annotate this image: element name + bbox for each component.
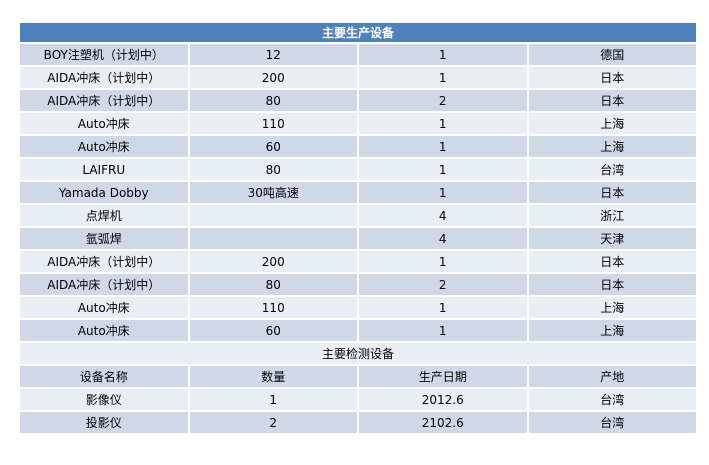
- table-cell: 1: [357, 249, 529, 274]
- table-cell: 设备名称: [18, 364, 190, 389]
- table-cell: 上海: [526, 295, 698, 320]
- table-cell: 80: [187, 157, 359, 182]
- table-row: AIDA冲床（计划中） 200 1 日本: [18, 65, 698, 90]
- table-cell: 2: [357, 272, 529, 297]
- table-cell: 日本: [526, 180, 698, 205]
- table-cell: 台湾: [526, 410, 698, 435]
- table-cell: 200: [187, 249, 359, 274]
- table-cell: 日本: [526, 272, 698, 297]
- table-cell: AIDA冲床（计划中）: [18, 249, 190, 274]
- table-cell: 2: [187, 410, 359, 435]
- table-row: BOY注塑机（计划中） 12 1 德国: [18, 42, 698, 67]
- table-cell: 60: [187, 318, 359, 343]
- table-cell: 日本: [526, 249, 698, 274]
- table-cell: 1: [357, 295, 529, 320]
- table-row: Auto冲床 110 1 上海: [18, 295, 698, 320]
- table-cell: 110: [187, 111, 359, 136]
- table-cell: 投影仪: [18, 410, 190, 435]
- table-cell: 影像仪: [18, 387, 190, 412]
- table-cell: AIDA冲床（计划中）: [18, 272, 190, 297]
- table-row: AIDA冲床（计划中） 80 2 日本: [18, 88, 698, 113]
- table-row: 投影仪 2 2102.6 台湾: [18, 410, 698, 435]
- table-cell: 点焊机: [18, 203, 190, 228]
- table-cell: Auto冲床: [18, 318, 190, 343]
- table-cell: [187, 226, 359, 251]
- table-row: 点焊机 4 浙江: [18, 203, 698, 228]
- table-cell: 30吨高速: [187, 180, 359, 205]
- table-cell: Auto冲床: [18, 134, 190, 159]
- table-cell: 台湾: [526, 157, 698, 182]
- table-cell: 80: [187, 88, 359, 113]
- table-cell: Auto冲床: [18, 111, 190, 136]
- table-cell: 上海: [526, 318, 698, 343]
- table-cell: 4: [357, 226, 529, 251]
- table-cell: 2102.6: [357, 410, 529, 435]
- table-cell: 1: [357, 318, 529, 343]
- table-cell: 200: [187, 65, 359, 90]
- table-cell: AIDA冲床（计划中）: [18, 65, 190, 90]
- table-cell: 1: [357, 42, 529, 67]
- equipment-table: 主要生产设备 BOY注塑机（计划中） 12 1 德国 AIDA冲床（计划中） 200 1 日本…: [18, 21, 698, 435]
- table-cell: 上海: [526, 111, 698, 136]
- table-row: AIDA冲床（计划中） 80 2 日本: [18, 272, 698, 297]
- table-cell: Auto冲床: [18, 295, 190, 320]
- table-cell: 1: [357, 111, 529, 136]
- table-cell: 产地: [526, 364, 698, 389]
- table-row: Auto冲床 60 1 上海: [18, 134, 698, 159]
- section-title-row: 主要检测设备: [18, 341, 698, 366]
- table-row: Yamada Dobby 30吨高速 1 日本: [18, 180, 698, 205]
- table-cell: BOY注塑机（计划中）: [18, 42, 190, 67]
- table-cell: Yamada Dobby: [18, 180, 190, 205]
- table-title-row: 主要生产设备: [18, 21, 698, 44]
- table-cell: 4: [357, 203, 529, 228]
- table-cell: 2: [357, 88, 529, 113]
- table-cell: 浙江: [526, 203, 698, 228]
- table-cell: 12: [187, 42, 359, 67]
- table-cell: 氩弧焊: [18, 226, 190, 251]
- table-cell: 1: [357, 65, 529, 90]
- table-cell: 德国: [526, 42, 698, 67]
- table-row: 氩弧焊 4 天津: [18, 226, 698, 251]
- table-cell: 60: [187, 134, 359, 159]
- table-cell: 台湾: [526, 387, 698, 412]
- table-cell: 日本: [526, 65, 698, 90]
- table-cell: 80: [187, 272, 359, 297]
- section-title: 主要检测设备: [18, 341, 698, 366]
- table-cell: 1: [357, 180, 529, 205]
- table-title: 主要生产设备: [18, 21, 698, 44]
- table-cell: AIDA冲床（计划中）: [18, 88, 190, 113]
- table-cell: 数量: [187, 364, 359, 389]
- table-cell: 110: [187, 295, 359, 320]
- table-cell: 1: [357, 134, 529, 159]
- table-row: 影像仪 1 2012.6 台湾: [18, 387, 698, 412]
- table-cell: 1: [187, 387, 359, 412]
- table-cell: 1: [357, 157, 529, 182]
- table-cell: [187, 203, 359, 228]
- table-row: Auto冲床 60 1 上海: [18, 318, 698, 343]
- table-row: LAIFRU 80 1 台湾: [18, 157, 698, 182]
- table-row: Auto冲床 110 1 上海: [18, 111, 698, 136]
- table-row: AIDA冲床（计划中） 200 1 日本: [18, 249, 698, 274]
- header-row: 设备名称 数量 生产日期 产地: [18, 364, 698, 389]
- table-cell: 日本: [526, 88, 698, 113]
- table-cell: 上海: [526, 134, 698, 159]
- table-cell: 2012.6: [357, 387, 529, 412]
- table-cell: 生产日期: [357, 364, 529, 389]
- table-cell: LAIFRU: [18, 157, 190, 182]
- table-cell: 天津: [526, 226, 698, 251]
